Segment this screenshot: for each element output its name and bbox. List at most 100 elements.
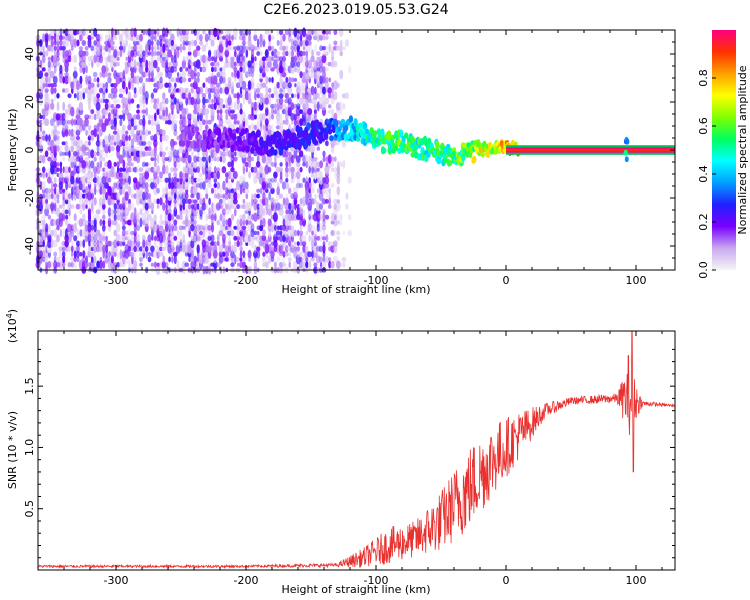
spectrogram-noise-cell: [230, 204, 235, 210]
spectrogram-noise-cell: [230, 56, 235, 61]
spectrogram-noise-cell: [82, 188, 86, 193]
spectrogram-noise-cell: [302, 39, 306, 47]
spectrogram-noise-cell: [156, 245, 160, 253]
spectrogram-noise-cell: [284, 65, 290, 74]
spectrogram-noise-cell: [184, 29, 190, 36]
spectrogram-noise-cell: [70, 45, 74, 51]
spectrogram-noise-cell: [132, 177, 138, 184]
spectrogram-noise-cell: [325, 76, 329, 83]
spectrogram-noise-cell: [322, 212, 326, 222]
spectrogram-noise-cell: [273, 229, 277, 237]
spectrogram-noise-cell: [90, 198, 94, 205]
spectrogram-noise-cell: [242, 199, 246, 204]
spectrogram-noise-cell: [301, 27, 307, 38]
spectrogram-noise-cell: [342, 262, 346, 268]
spectrogram-noise-cell: [98, 245, 103, 253]
spectrogram-noise-cell: [267, 182, 273, 189]
spectrogram-signal-cell: [373, 130, 378, 136]
spectrogram-noise-cell: [259, 81, 263, 90]
spectrogram-noise-cell: [274, 208, 277, 215]
spectrogram-noise-cell: [210, 209, 215, 215]
spectrogram-noise-cell: [290, 225, 295, 231]
spectrogram-noise-cell: [142, 82, 146, 88]
spectrogram-noise-cell: [172, 60, 178, 69]
spectrogram-noise-cell: [138, 186, 144, 195]
spectrogram-noise-cell: [121, 234, 126, 243]
spectrogram-noise-cell: [104, 176, 109, 185]
spectrogram-noise-cell: [265, 75, 269, 84]
spectrogram-noise-cell: [293, 191, 298, 201]
spectrogram-noise-cell: [107, 72, 112, 77]
spectrogram-noise-cell: [325, 193, 329, 199]
spectrogram-noise-cell: [258, 101, 264, 111]
spectrogram-noise-cell: [196, 71, 200, 78]
spectrogram-noise-cell: [125, 130, 129, 135]
spectrogram-noise-cell: [150, 70, 154, 79]
spectrogram-x-tick-label: -100: [364, 274, 389, 287]
spectrogram-noise-cell: [324, 256, 330, 263]
spectrogram-noise-cell: [227, 197, 232, 206]
spectrogram-noise-cell: [308, 260, 312, 270]
spectrogram-noise-cell: [222, 251, 226, 257]
spectrogram-noise-cell: [84, 28, 89, 36]
spectrogram-noise-cell: [58, 246, 64, 252]
spectrogram-noise-cell: [64, 209, 69, 215]
spectrogram-noise-cell: [110, 125, 115, 130]
spectrogram-noise-cell: [130, 98, 135, 104]
spectrogram-noise-cell: [307, 181, 312, 190]
spectrogram-noise-cell: [282, 120, 286, 125]
spectrogram-noise-cell: [288, 261, 292, 269]
spectrogram-noise-cell: [170, 54, 174, 63]
spectrogram-noise-cell: [81, 60, 87, 68]
spectrogram-noise-cell: [262, 207, 266, 217]
spectrogram-noise-cell: [70, 81, 75, 90]
spectrogram-noise-cell: [127, 34, 132, 41]
spectrogram-noise-cell: [278, 256, 284, 262]
spectrogram-noise-cell: [59, 51, 63, 56]
spectrogram-noise-cell: [73, 235, 78, 242]
spectrogram-noise-cell: [124, 181, 129, 190]
spectrogram-noise-cell: [216, 113, 220, 121]
spectrogram-noise-cell: [313, 159, 318, 170]
spectrogram-noise-cell: [38, 45, 44, 52]
spectrogram-noise-cell: [165, 106, 169, 117]
spectrogram-noise-cell: [287, 97, 292, 105]
spectrogram-noise-cell: [213, 170, 218, 180]
spectrogram-noise-cell: [142, 29, 146, 36]
spectrogram-noise-cell: [93, 128, 98, 138]
spectrogram-noise-cell: [91, 60, 94, 69]
spectrogram-noise-cell: [61, 246, 66, 252]
spectrogram-noise-cell: [290, 77, 295, 83]
spectrogram-noise-cell: [342, 103, 346, 110]
spectrogram-noise-cell: [154, 156, 157, 163]
spectrogram-noise-cell: [168, 172, 172, 178]
spectrogram-noise-cell: [245, 49, 249, 58]
spectrogram-noise-cell: [184, 33, 189, 43]
spectrogram-noise-cell: [101, 86, 107, 95]
spectrogram-noise-cell: [198, 177, 204, 183]
spectrogram-noise-cell: [259, 113, 264, 121]
spectrogram-noise-cell: [50, 102, 55, 111]
spectrogram-noise-cell: [151, 118, 154, 126]
spectrogram-noise-cell: [322, 35, 326, 41]
spectrogram-noise-cell: [93, 44, 97, 53]
spectrogram-noise-cell: [110, 45, 114, 51]
spectrogram-noise-cell: [170, 229, 174, 237]
spectrogram-noise-cell: [201, 66, 207, 73]
spectrogram-noise-cell: [73, 246, 77, 252]
spectrogram-noise-cell: [173, 149, 178, 159]
spectrogram-noise-cell: [268, 39, 272, 47]
spectrogram-noise-cell: [251, 156, 254, 162]
spectrogram-noise-cell: [162, 43, 166, 53]
spectrogram-noise-cell: [304, 69, 310, 80]
spectrogram-noise-cell: [307, 40, 312, 46]
spectrogram-noise-cell: [299, 257, 303, 262]
spectrogram-noise-cell: [142, 114, 146, 120]
spectrogram-noise-cell: [79, 117, 83, 127]
spectrogram-noise-cell: [95, 229, 101, 237]
spectrogram-noise-cell: [104, 98, 109, 104]
spectrogram-noise-cell: [210, 103, 215, 110]
spectrogram-noise-cell: [313, 59, 318, 69]
spectrogram-noise-cell: [65, 128, 69, 137]
spectrogram-noise-cell: [208, 241, 211, 247]
